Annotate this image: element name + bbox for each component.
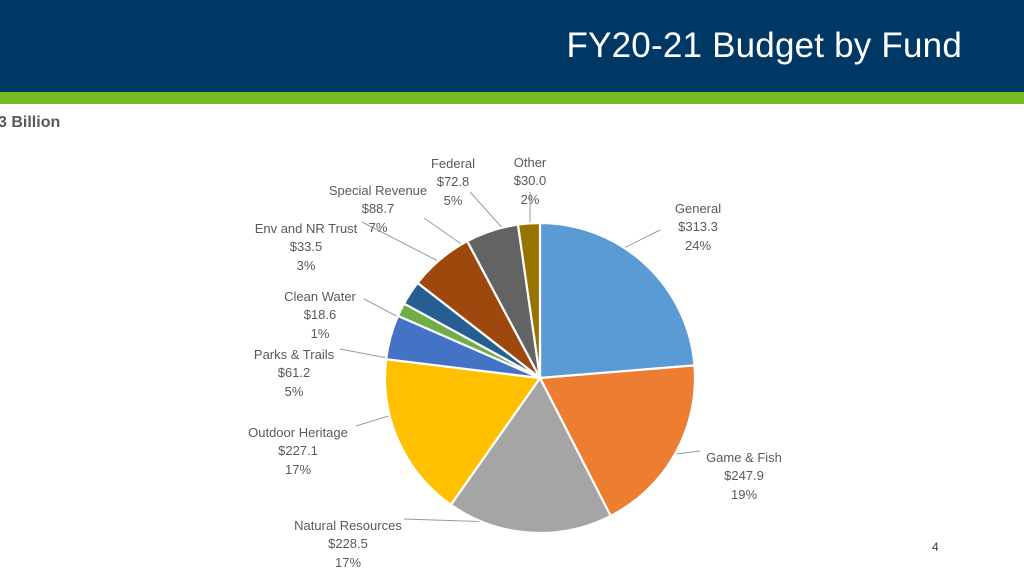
pie-data-label: Env and NR Trust $33.5 3% bbox=[186, 220, 426, 275]
pie-slice[interactable] bbox=[383, 357, 542, 507]
pie-label-name: Federal bbox=[430, 156, 476, 171]
pie-chart-svg bbox=[339, 191, 701, 535]
pie-label-value: $61.2 bbox=[277, 365, 311, 381]
pie-slice[interactable] bbox=[538, 364, 697, 518]
pie-data-label: Game & Fish $247.9 19% bbox=[624, 449, 864, 504]
pie-label-percent: 17% bbox=[284, 461, 312, 477]
pie-data-label: General $313.3 24% bbox=[578, 200, 818, 255]
pie-label-name: Other bbox=[513, 155, 547, 170]
pie-label-percent: 17% bbox=[334, 554, 362, 570]
pie-data-label: Natural Resources $228.5 17% bbox=[228, 517, 468, 572]
pie-label-name: Env and NR Trust bbox=[254, 221, 358, 236]
pie-label-value: $228.5 bbox=[328, 536, 368, 552]
label-leader-line bbox=[361, 221, 441, 263]
pie-label-name: Outdoor Heritage bbox=[248, 425, 348, 440]
chart-title-text: $1.3 Billion bbox=[0, 114, 61, 131]
label-leader-line bbox=[469, 191, 507, 233]
pie-data-label: Other $30.0 2% bbox=[410, 154, 650, 209]
slide-number: 4 bbox=[932, 540, 939, 554]
pie-label-name: General bbox=[674, 201, 722, 216]
pie-label-percent: 24% bbox=[684, 237, 712, 253]
pie-label-value: $18.6 bbox=[303, 307, 337, 323]
pie-label-name: Natural Resources bbox=[294, 518, 402, 533]
pie-data-label: Clean Water $18.6 1% bbox=[200, 288, 440, 343]
pie-data-label: Special Revenue $88.7 7% bbox=[258, 182, 498, 237]
pie-label-value: $227.1 bbox=[278, 443, 318, 459]
accent-divider bbox=[0, 92, 1024, 104]
pie-label-value: $72.8 bbox=[436, 174, 470, 190]
pie-data-label: Parks & Trails $61.2 5% bbox=[174, 346, 414, 401]
pie-label-percent: 5% bbox=[443, 192, 463, 208]
pie-label-percent: 19% bbox=[730, 486, 758, 502]
pie-label-name: Parks & Trails bbox=[253, 347, 335, 362]
pie-label-percent: 7% bbox=[368, 219, 388, 235]
pie-label-name: Clean Water bbox=[284, 289, 356, 304]
pie-label-percent: 5% bbox=[284, 383, 304, 399]
pie-label-percent: 2% bbox=[520, 191, 540, 207]
chart-title: $1.3 Billion bbox=[0, 114, 1024, 132]
pie-chart-container: $1.3 Billion General $313.3 24% Game & Fish… bbox=[0, 104, 1024, 576]
title-bar bbox=[0, 0, 1024, 92]
pie-label-value: $33.5 bbox=[289, 239, 323, 255]
pie-label-percent: 3% bbox=[296, 257, 316, 273]
pie-slices-group bbox=[383, 221, 697, 535]
pie-label-value: $30.0 bbox=[513, 173, 547, 189]
pie-label-value: $247.9 bbox=[724, 468, 764, 484]
pie-label-percent: 1% bbox=[310, 325, 330, 341]
pie-slice[interactable] bbox=[516, 221, 542, 379]
page-title: FY20-21 Budget by Fund bbox=[566, 26, 962, 65]
pie-label-value: $313.3 bbox=[678, 219, 718, 235]
pie-label-value: $88.7 bbox=[361, 201, 395, 217]
pie-data-label: Federal $72.8 5% bbox=[333, 155, 573, 210]
pie-slice[interactable] bbox=[449, 375, 613, 535]
pie-label-name: Game & Fish bbox=[706, 450, 782, 465]
pie-label-name: Special Revenue bbox=[328, 183, 428, 198]
pie-slice[interactable] bbox=[538, 221, 696, 380]
pie-data-label: Outdoor Heritage $227.1 17% bbox=[178, 424, 418, 479]
